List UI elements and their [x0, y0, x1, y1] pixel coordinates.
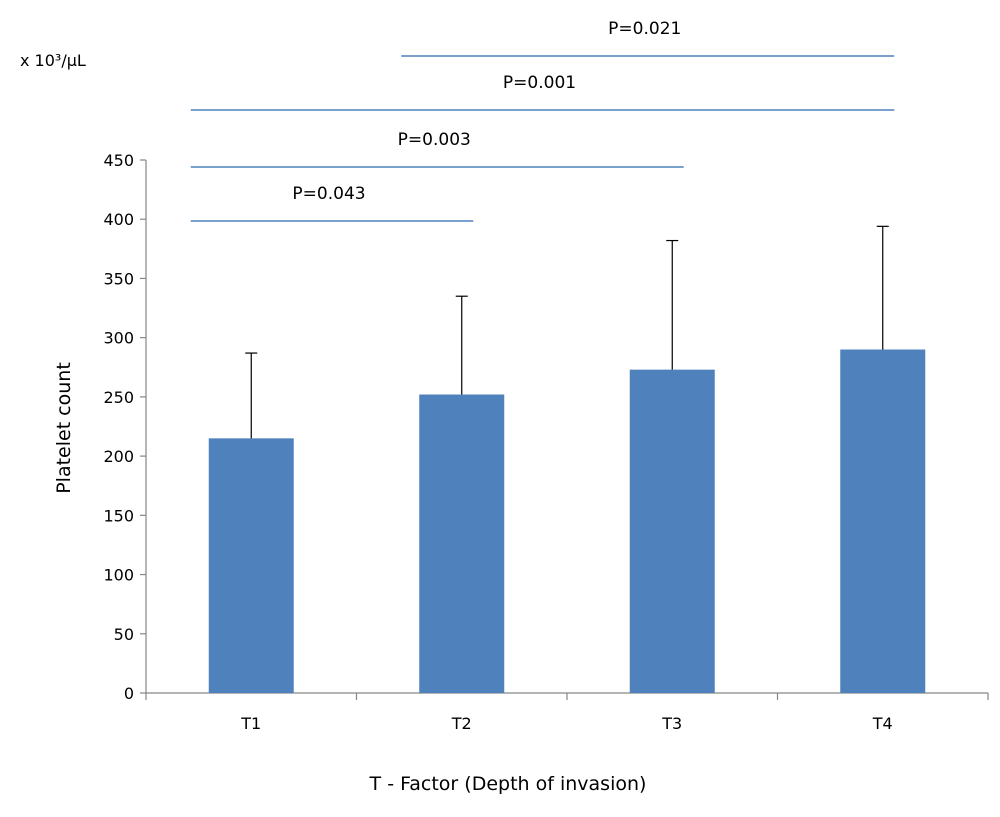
- p-value-label: P=0.003: [398, 130, 471, 150]
- unit-label: x 10³/µL: [20, 51, 86, 70]
- y-tick-label: 150: [103, 506, 134, 525]
- bar-t1: [208, 438, 294, 693]
- y-tick-label: 250: [103, 388, 134, 407]
- significance-comparisons: P=0.043 P=0.003 P=0.001 P=0.021: [190, 19, 895, 222]
- x-axis-title: T - Factor (Depth of invasion): [369, 773, 647, 795]
- error-bars: [245, 225, 889, 439]
- y-tick-label: 300: [103, 329, 134, 348]
- y-tick-label: 50: [114, 625, 134, 644]
- y-tick-label: 0: [124, 684, 134, 703]
- y-tick-label: 450: [103, 151, 134, 170]
- x-tick-label: T2: [451, 714, 472, 733]
- bar-t4: [840, 349, 926, 693]
- p-value-label: P=0.021: [608, 19, 681, 39]
- x-tick-label: T1: [240, 714, 261, 733]
- y-tick-label: 100: [103, 566, 134, 585]
- x-tick-label: T4: [872, 714, 893, 733]
- p-value-label: P=0.043: [292, 184, 365, 204]
- axes: 0 50 100 150 200 250 300 350 400 450 T1 T2 T3 T4: [103, 151, 989, 733]
- y-tick-label: 350: [103, 269, 134, 288]
- bar-t2: [419, 394, 505, 693]
- y-axis-title: Platelet count: [53, 362, 75, 494]
- y-tick-label: 400: [103, 210, 134, 229]
- y-tick-label: 200: [103, 447, 134, 466]
- x-tick-label: T3: [661, 714, 682, 733]
- bar-t3: [629, 369, 715, 693]
- p-value-label: P=0.001: [503, 73, 576, 93]
- bars: [208, 349, 926, 693]
